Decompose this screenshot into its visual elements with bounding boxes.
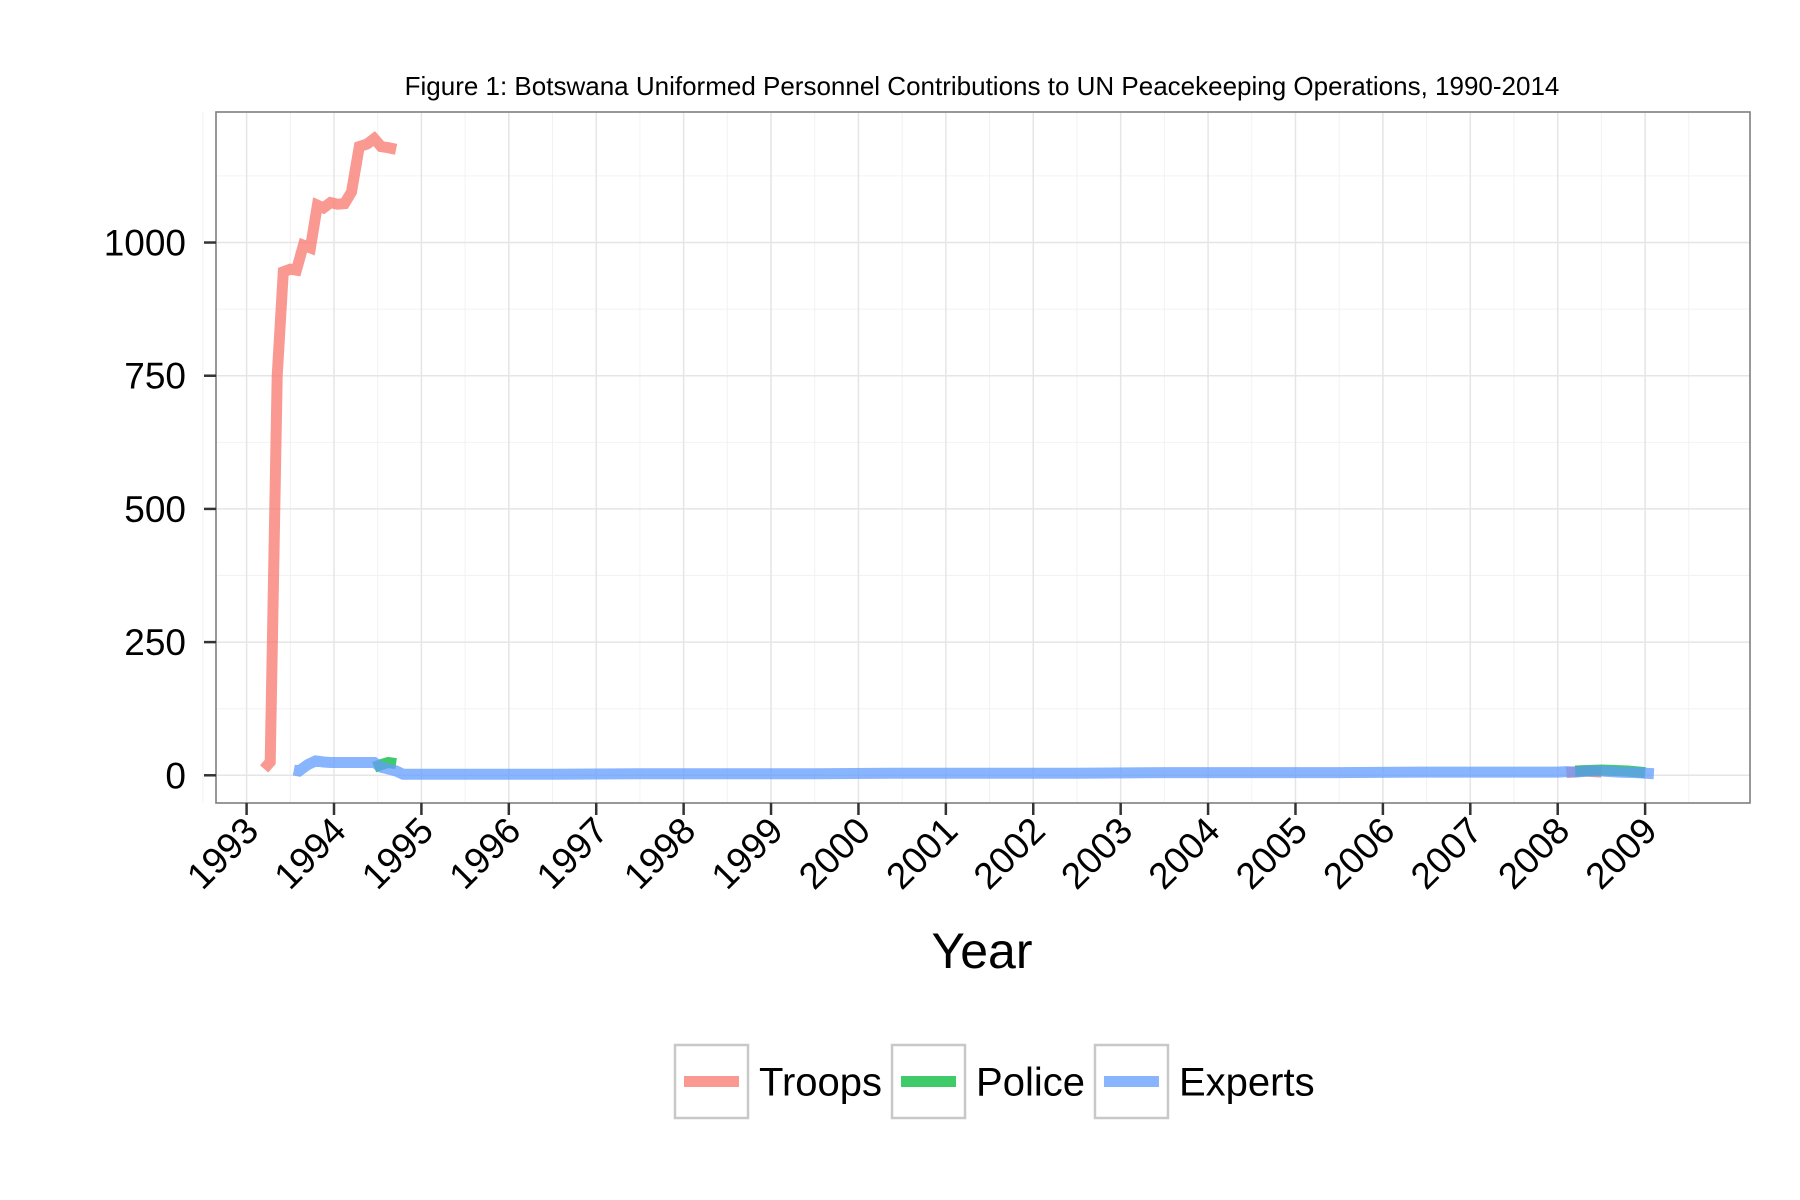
x-tick-label: 2004 — [1141, 810, 1228, 897]
plot-background — [216, 112, 1750, 803]
x-tick-label: 1997 — [529, 810, 616, 897]
x-axis-title: Year — [931, 923, 1032, 979]
legend: Troops Police Experts — [673, 1043, 1315, 1120]
x-tick-label: 2006 — [1315, 810, 1402, 897]
y-axis: 0 250 500 750 1000 — [104, 223, 216, 796]
y-tick-label: 1000 — [104, 223, 186, 264]
x-tick-label: 1996 — [441, 810, 528, 897]
legend-item-police: Police — [890, 1043, 1085, 1120]
x-tick-label: 1998 — [616, 810, 703, 897]
x-tick-label: 1999 — [703, 810, 790, 897]
series-line-troops — [259, 131, 398, 773]
y-tick-label: 750 — [124, 356, 186, 397]
legend-item-troops: Troops — [673, 1043, 882, 1120]
x-tick-label: 2005 — [1228, 810, 1315, 897]
legend-label: Police — [976, 1061, 1085, 1105]
x-tick-label: 2007 — [1403, 810, 1490, 897]
series-lines — [259, 131, 1655, 780]
panel-border — [215, 111, 1751, 804]
x-tick-label: 2008 — [1490, 810, 1577, 897]
x-tick-label: 2000 — [791, 810, 878, 897]
x-axis: 1993 1994 1995 1996 1997 1998 1999 2000 2001 2002… — [179, 803, 1665, 897]
x-tick-label: 2003 — [1053, 810, 1140, 897]
y-tick-label: 0 — [165, 755, 186, 796]
x-tick-label: 1995 — [354, 810, 441, 897]
chart-title: Figure 1: Botswana Uniformed Personnel C… — [405, 71, 1560, 101]
y-tick-label: 500 — [124, 489, 186, 530]
series-line-experts — [292, 755, 1655, 780]
x-tick-label: 2001 — [878, 810, 965, 897]
legend-item-experts: Experts — [1093, 1043, 1315, 1120]
x-tick-label: 2002 — [966, 810, 1053, 897]
x-tick-label: 1994 — [266, 810, 353, 897]
x-tick-label: 1993 — [179, 810, 266, 897]
x-tick-label: 2009 — [1578, 810, 1665, 897]
plot-panel — [216, 112, 1750, 803]
legend-label: Experts — [1179, 1061, 1315, 1105]
legend-label: Troops — [759, 1061, 882, 1105]
y-tick-label: 250 — [124, 622, 186, 663]
